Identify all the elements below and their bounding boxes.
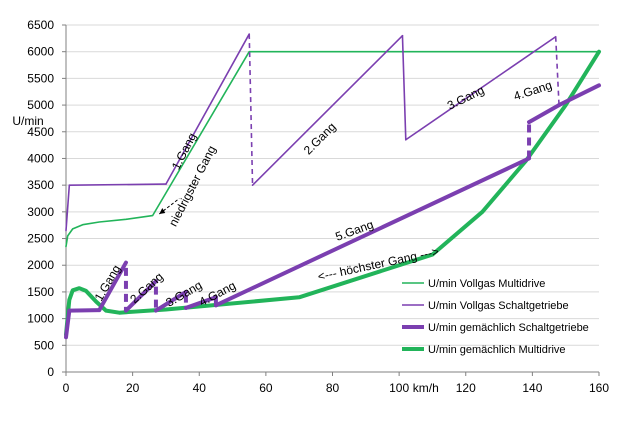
y-tick-label: 2000 <box>27 258 54 272</box>
legend-label: U/min Vollgas Schaltgetriebe <box>428 300 569 312</box>
x-tick-label: 160 <box>589 381 609 395</box>
series-segment-thick <box>67 308 102 313</box>
x-tick-label: 60 <box>259 381 273 395</box>
series-segment-thick <box>183 295 218 310</box>
y-tick-label: 5000 <box>27 98 54 112</box>
y-tick-label: 0 <box>47 365 54 379</box>
y-tick-label: 2500 <box>27 232 54 246</box>
legend-label: U/min gemächlich Schaltgetriebe <box>428 322 589 334</box>
y-tick-label: 5500 <box>27 71 54 85</box>
y-tick-label: 6500 <box>27 18 54 32</box>
annotation-arrow <box>158 198 180 215</box>
series-segment-thin <box>401 34 407 141</box>
series-layer <box>64 33 601 340</box>
series-segment-thin <box>68 183 167 186</box>
x-tick-label: 20 <box>126 381 140 395</box>
y-tick-label: 3000 <box>27 205 54 219</box>
x-axis-title: km/h <box>413 381 439 395</box>
series-line-thick <box>64 49 601 337</box>
x-tick-label: 80 <box>326 381 340 395</box>
y-tick-label: 1500 <box>27 285 54 299</box>
legend: U/min Vollgas Multidrive U/min Vollgas Sc… <box>402 278 589 356</box>
series-segment-thin <box>165 33 251 185</box>
series-line-thin <box>65 50 600 248</box>
x-tick-label: 140 <box>522 381 542 395</box>
series-segment-thick <box>123 279 158 313</box>
y-tick-label: 4500 <box>27 125 54 139</box>
y-tick-label: 500 <box>34 338 54 352</box>
series-segment-thin <box>251 34 404 186</box>
series-segment-thick <box>153 289 188 313</box>
x-tick-label: 0 <box>63 381 70 395</box>
y-tick-label: 1000 <box>27 312 54 326</box>
series-segment-thin <box>65 184 71 232</box>
series-segment-thick <box>527 103 562 125</box>
series-segment-thin <box>404 35 557 141</box>
annotation-gang4-full: 4.Gang <box>512 78 554 103</box>
y-tick-label: 4000 <box>27 151 54 165</box>
series-dashed-shift <box>554 36 560 106</box>
annotation-gang3-full: 3.Gang <box>445 83 487 113</box>
x-tick-label: 100 <box>389 381 409 395</box>
y-tick-label: 3500 <box>27 178 54 192</box>
series-dashed-shift <box>248 34 254 186</box>
series-segment-thick <box>97 260 128 313</box>
legend-label: U/min Vollgas Multidrive <box>428 278 545 290</box>
y-axis-title: U/min <box>12 114 43 128</box>
annotation-gang2-full: 2.Gang <box>301 120 339 158</box>
series-segment-thick <box>64 308 72 340</box>
y-tick-label: 6000 <box>27 45 54 59</box>
series-segment-thick <box>213 156 532 308</box>
annotation-arrowhead <box>159 207 166 214</box>
axes: 0500100015002000250030003500400045005000… <box>12 18 609 395</box>
legend-label: U/min gemächlich Multidrive <box>428 344 566 356</box>
annotation-gang2-slow: 2.Gang <box>127 270 166 307</box>
x-tick-label: 40 <box>193 381 207 395</box>
series-segment-thick <box>557 83 601 108</box>
x-tick-label: 120 <box>456 381 476 395</box>
